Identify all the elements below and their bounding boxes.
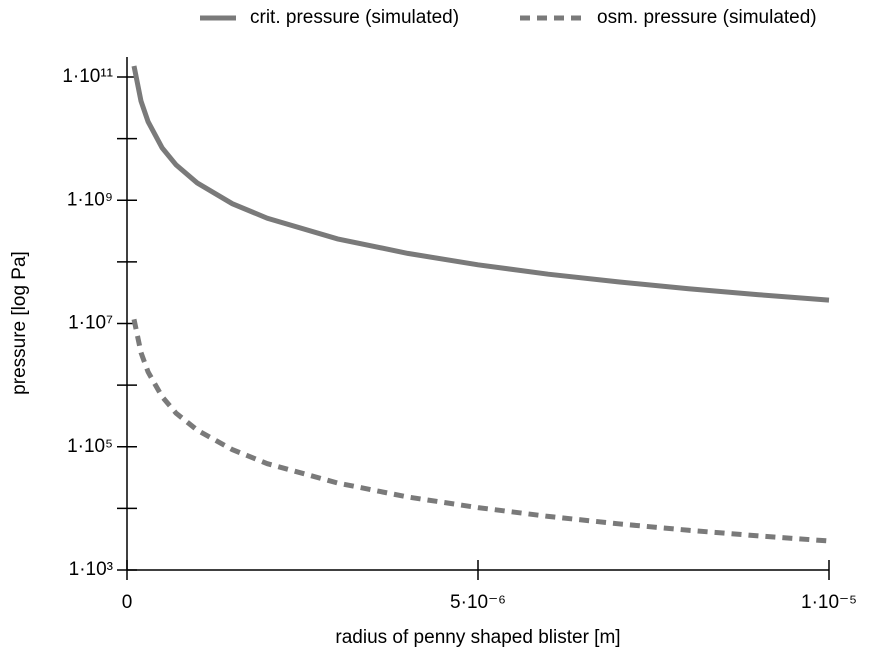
x-tick-label: 5·10⁻⁶ bbox=[450, 592, 506, 613]
legend-label: crit. pressure (simulated) bbox=[250, 7, 459, 28]
x-axis-label: radius of penny shaped blister [m] bbox=[335, 627, 620, 648]
y-tick-label: 1·10⁹ bbox=[67, 189, 113, 210]
y-tick-label: 1·10¹¹ bbox=[62, 66, 113, 87]
y-tick-label: 1·10⁵ bbox=[67, 436, 113, 457]
x-tick-label: 1·10⁻⁵ bbox=[801, 592, 857, 613]
y-tick-label: 1·10⁷ bbox=[68, 313, 113, 334]
legend-label: osm. pressure (simulated) bbox=[597, 7, 817, 28]
x-tick-label: 0 bbox=[122, 592, 133, 613]
series-line bbox=[131, 318, 830, 544]
y-tick-label: 1·10³ bbox=[69, 559, 113, 580]
series-line bbox=[131, 65, 830, 303]
y-axis-label: pressure [log Pa] bbox=[9, 251, 30, 395]
